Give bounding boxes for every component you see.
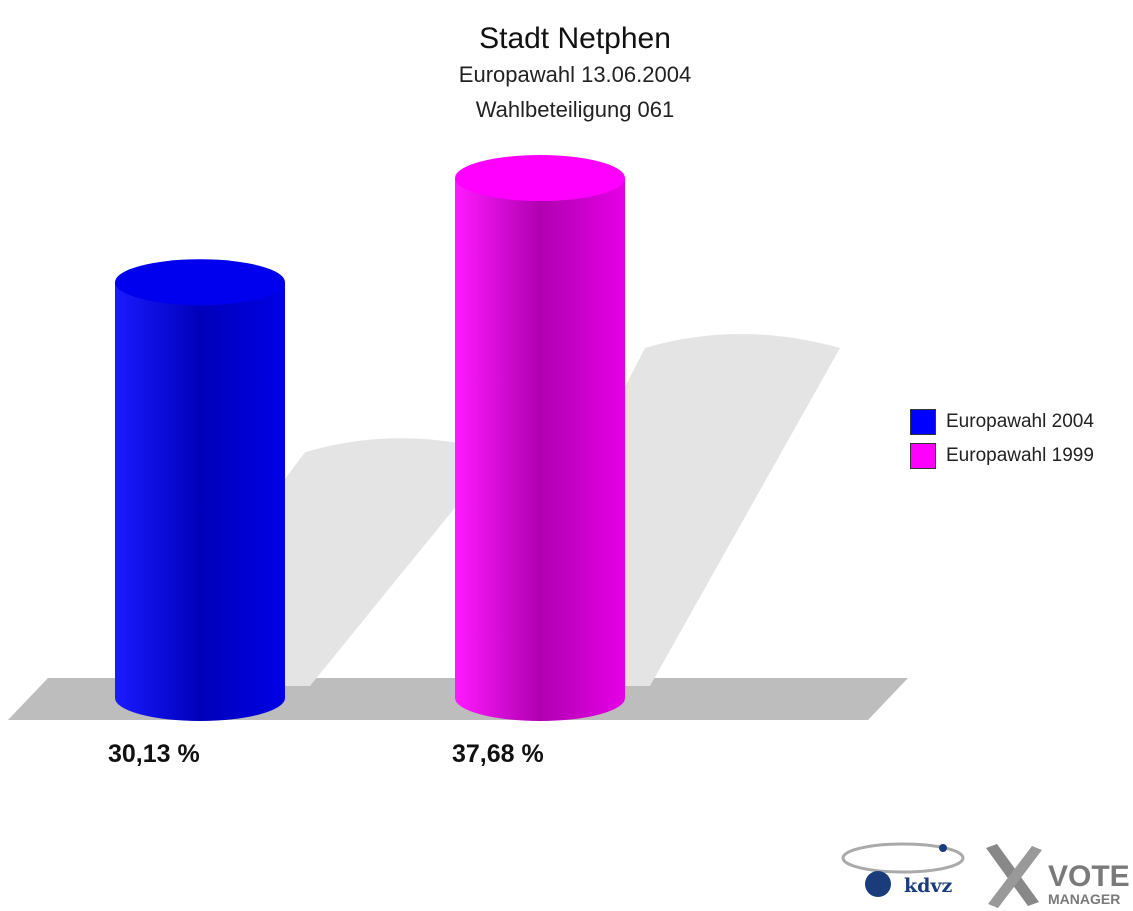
chart-subtitle-date: Europawahl 13.06.2004 <box>458 62 692 87</box>
bar-2004 <box>115 282 285 721</box>
legend-item-2004: Europawahl 2004 <box>910 405 1094 439</box>
chart-legend: Europawahl 2004 Europawahl 1999 <box>910 405 1094 473</box>
logo-orbit-icon <box>841 842 965 874</box>
bar-top-2004 <box>115 259 285 306</box>
bar-1999 <box>455 178 625 722</box>
chart-subtitle-turnout: Wahlbeteiligung 061 <box>475 97 675 122</box>
logo-kdvz-text: kdvz <box>904 875 952 897</box>
legend-item-1999: Europawahl 1999 <box>910 439 1094 473</box>
logo-vote-text: VOTE <box>1048 860 1130 893</box>
bar-top-1999 <box>455 155 625 202</box>
logo-sphere-icon <box>865 871 891 897</box>
value-label-2004: 30,13 % <box>108 740 200 768</box>
legend-swatch-1999 <box>910 443 936 469</box>
logo-cross-icon <box>986 844 1042 908</box>
logo-dot-icon <box>939 844 947 852</box>
value-label-1999: 37,68 % <box>452 740 544 768</box>
legend-swatch-2004 <box>910 409 936 435</box>
legend-label-2004: Europawahl 2004 <box>946 411 1094 432</box>
logo-manager-text: MANAGER <box>1048 891 1120 907</box>
chart-title: Stadt Netphen <box>479 22 671 55</box>
votemanager-logo: kdvz VOTE MANAGER <box>841 842 1130 908</box>
legend-label-1999: Europawahl 1999 <box>946 445 1094 466</box>
